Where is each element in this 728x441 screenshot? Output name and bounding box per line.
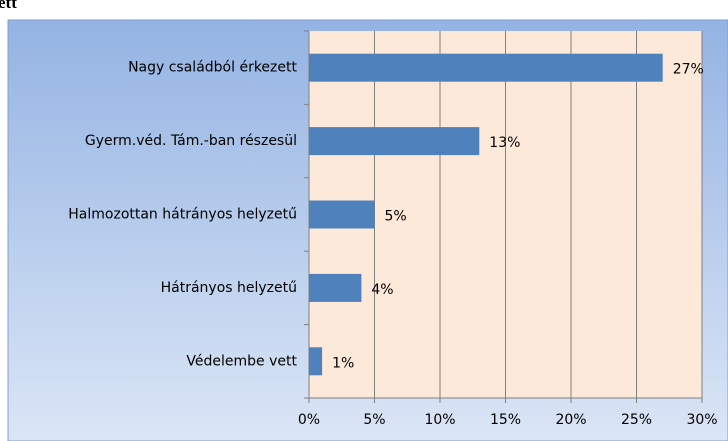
- y-tick-label: Hátrányos helyzetű: [161, 280, 297, 296]
- bar: [309, 347, 323, 376]
- x-tick-label: 15%: [490, 412, 521, 428]
- bar: [309, 53, 663, 82]
- bar: [309, 127, 480, 156]
- x-tick-label: 0%: [298, 412, 320, 428]
- data-label: 4%: [371, 282, 393, 298]
- x-tick-label: 5%: [363, 412, 385, 428]
- header-fragment: ett: [0, 0, 17, 12]
- x-tick-label: 10%: [424, 412, 455, 428]
- bar: [309, 273, 362, 302]
- bar: [309, 200, 375, 229]
- x-tick-label: 25%: [621, 412, 652, 428]
- x-tick-label: 20%: [555, 412, 586, 428]
- y-tick-label: Gyerm.véd. Tám.-ban részesül: [85, 133, 297, 149]
- y-tick-label: Nagy családból érkezett: [128, 60, 297, 76]
- data-label: 1%: [332, 355, 354, 371]
- y-tick-label: Halmozottan hátrányos helyzetű: [68, 207, 297, 223]
- y-tick-label: Védelembe vett: [186, 353, 297, 369]
- data-label: 27%: [673, 62, 704, 78]
- data-label: 13%: [489, 135, 520, 151]
- x-tick-label: 30%: [686, 412, 717, 428]
- data-label: 5%: [385, 209, 407, 225]
